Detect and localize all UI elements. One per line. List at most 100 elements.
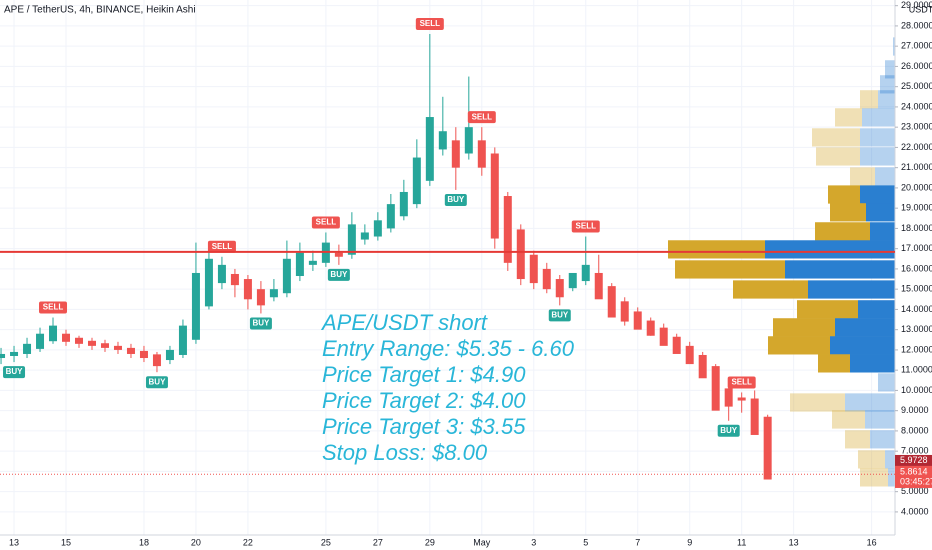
signal-label: SELL xyxy=(472,112,493,121)
candle-body xyxy=(672,336,681,354)
profile-up xyxy=(845,393,895,412)
candle-body xyxy=(87,340,96,346)
signal-badge xyxy=(727,376,756,389)
profile-up xyxy=(878,90,895,109)
candle-body xyxy=(399,191,408,217)
profile-up xyxy=(865,410,895,429)
y-tick-label: 14.0000 xyxy=(901,304,932,314)
profile-up xyxy=(880,75,895,94)
candle-body xyxy=(49,325,58,342)
annotation-line: Price Target 1: $4.90 xyxy=(322,362,526,387)
candle-body xyxy=(217,264,226,284)
candle-body xyxy=(412,157,421,205)
profile-down xyxy=(797,300,858,319)
annotation-line: APE/USDT short xyxy=(320,310,488,335)
profile-up xyxy=(866,203,895,222)
candle-body xyxy=(737,397,746,401)
profile-down xyxy=(733,280,808,299)
signal-badge xyxy=(249,317,272,330)
signal-label: BUY xyxy=(149,377,167,386)
candle-body xyxy=(282,258,291,294)
candle-body xyxy=(165,349,174,361)
x-tick-label: 7 xyxy=(635,537,640,547)
y-tick-label: 17.0000 xyxy=(901,243,932,253)
chart-title: APE / TetherUS, 4h, BINANCE, Heikin Ashi xyxy=(4,5,196,16)
profile-up xyxy=(835,318,895,337)
x-tick-label: 27 xyxy=(373,537,383,547)
candle-body xyxy=(36,333,45,349)
x-tick-label: 11 xyxy=(737,537,746,547)
candle-body xyxy=(360,232,369,240)
signal-label: SELL xyxy=(212,242,233,251)
price-label: 5.9728 xyxy=(900,455,928,465)
x-tick-label: 29 xyxy=(425,537,435,547)
candle-body xyxy=(308,260,317,265)
profile-down xyxy=(845,430,870,449)
signal-label: SELL xyxy=(731,378,752,387)
candle-body xyxy=(542,268,551,290)
signal-badge xyxy=(444,193,467,206)
profile-down xyxy=(860,468,888,487)
profile-down xyxy=(850,167,875,186)
signal-badge xyxy=(311,216,340,229)
candle-body xyxy=(646,320,655,336)
signal-badge xyxy=(145,376,168,389)
x-tick-label: 16 xyxy=(867,537,877,547)
candle-body xyxy=(347,224,356,255)
x-tick-label: 13 xyxy=(789,537,799,547)
countdown: 03:45:27 xyxy=(900,476,932,486)
candle-body xyxy=(334,252,343,257)
x-tick-label: 9 xyxy=(687,537,692,547)
annotation-line: Price Target 3: $3.55 xyxy=(322,414,526,439)
y-tick-label: 26.0000 xyxy=(901,61,932,71)
candle-body xyxy=(698,354,707,379)
y-tick-label: 15.0000 xyxy=(901,284,932,294)
signal-label: SELL xyxy=(316,218,337,227)
profile-up xyxy=(765,240,895,259)
y-tick-label: 9.0000 xyxy=(901,405,929,415)
candle-body xyxy=(230,273,239,286)
profile-up xyxy=(888,468,895,487)
candle-body xyxy=(438,131,447,150)
signal-badge xyxy=(548,309,571,322)
y-tick-label: 19.0000 xyxy=(901,203,932,213)
candle-body xyxy=(139,350,148,359)
candle-body xyxy=(269,289,278,298)
y-tick-label: 11.0000 xyxy=(901,365,932,375)
profile-down xyxy=(860,90,878,109)
candle-body xyxy=(633,311,642,330)
candle-body xyxy=(75,337,84,344)
signal-badge xyxy=(467,111,496,124)
profile-down xyxy=(830,203,866,222)
signal-label: BUY xyxy=(6,367,24,376)
profile-down xyxy=(812,128,860,147)
candle-body xyxy=(386,204,395,229)
y-tick-label: 21.0000 xyxy=(901,162,932,172)
signal-label: SELL xyxy=(420,19,441,28)
signal-label: BUY xyxy=(252,319,270,328)
candle-body xyxy=(113,345,122,350)
y-tick-label: 16.0000 xyxy=(901,263,932,273)
profile-up xyxy=(862,108,895,127)
profile-down xyxy=(790,393,845,412)
profile-down xyxy=(815,222,870,241)
candle-body xyxy=(555,279,564,298)
y-tick-label: 8.0000 xyxy=(901,425,929,435)
profile-up xyxy=(830,336,895,355)
annotation-line: Entry Range: $5.35 - 6.60 xyxy=(322,336,575,361)
candle-body xyxy=(490,153,499,239)
annotation-line: Stop Loss: $8.00 xyxy=(322,440,488,465)
candle-body xyxy=(10,351,19,356)
x-tick-label: 13 xyxy=(9,537,19,547)
signal-badge xyxy=(3,366,26,379)
profile-up xyxy=(860,128,895,147)
profile-down xyxy=(832,410,865,429)
candle-body xyxy=(178,325,187,355)
candle-body xyxy=(0,353,6,359)
signal-label: BUY xyxy=(330,270,348,279)
signal-label: BUY xyxy=(447,195,465,204)
y-tick-label: 25.0000 xyxy=(901,81,932,91)
candle-body xyxy=(62,333,71,342)
